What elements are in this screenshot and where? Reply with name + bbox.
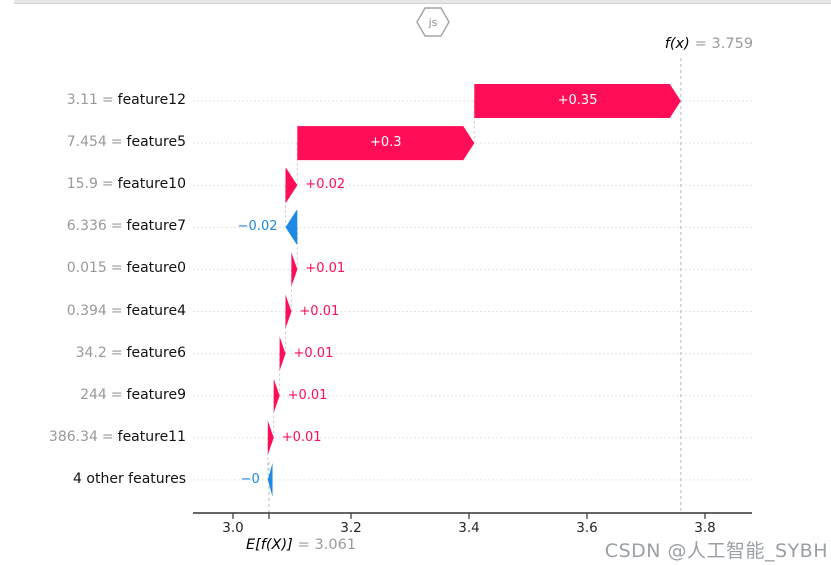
feature-name: feature9 (126, 386, 186, 403)
feature-row-label: 34.2 = feature6 (76, 343, 186, 363)
shap-bar (267, 420, 274, 455)
feature-name: feature12 (117, 92, 186, 108)
equals-sign: = (101, 92, 114, 108)
page-top-divider (14, 0, 831, 4)
contribution-label: +0.01 (299, 303, 340, 319)
contribution-label: +0.01 (305, 261, 346, 277)
feature-row-label: 7.454 = feature5 (67, 132, 186, 152)
equals-sign: = (110, 134, 123, 151)
x-tick-label: 3.0 (222, 520, 244, 536)
equals-sign: = (101, 176, 114, 193)
contribution-label: +0.02 (305, 177, 346, 193)
shap-bar (285, 294, 292, 329)
feature-value: 15.9 (66, 176, 98, 193)
feature-value: 3.11 (66, 92, 98, 108)
feature-row-label: 6.336 = feature7 (67, 216, 186, 236)
feature-name: feature4 (126, 302, 186, 319)
x-tick-label: 3.8 (694, 520, 716, 536)
contribution-label: +0.3 (370, 135, 402, 151)
feature-row-label: 0.015 = feature0 (67, 258, 186, 278)
feature-row-label: 386.34 = feature11 (49, 427, 186, 447)
shap-bar (267, 462, 273, 497)
feature-value: 6.336 (66, 218, 107, 235)
equals-sign: = (110, 260, 123, 277)
feature-row-label: 15.9 = feature10 (67, 174, 186, 194)
contribution-label: +0.35 (557, 93, 598, 108)
feature-name: feature7 (126, 218, 186, 235)
contribution-label: +0.01 (293, 345, 334, 361)
feature-row-label: 3.11 = feature12 (67, 90, 186, 110)
equals-sign: = (110, 218, 123, 235)
expected-value-annotation: E[f(X)] = 3.061 (246, 537, 356, 553)
shap-bar (474, 84, 681, 118)
feature-name: feature10 (117, 176, 186, 193)
feature-name: feature6 (126, 344, 186, 361)
feature-value: 0.394 (66, 302, 107, 319)
x-tick-label: 3.2 (340, 520, 362, 536)
fx-value: = 3.759 (694, 36, 754, 52)
feature-name: feature11 (117, 428, 186, 445)
contribution-label: −0.02 (237, 219, 278, 235)
shap-bar (279, 336, 286, 371)
equals-sign: = (110, 344, 123, 361)
contribution-label: +0.01 (281, 429, 322, 445)
feature-row-label: 0.394 = feature4 (67, 301, 186, 321)
ef-symbol: E[f(X)] (245, 537, 293, 553)
feature-name: 4 other features (73, 470, 186, 487)
feature-name: feature5 (126, 134, 186, 151)
feature-row-label: 244 = feature9 (80, 385, 186, 405)
shap-bar (285, 210, 298, 245)
shap-bar (273, 378, 280, 413)
feature-value: 0.015 (66, 260, 107, 277)
x-tick-label: 3.6 (576, 520, 598, 536)
js-badge-label: js (428, 16, 438, 29)
shap-bar (285, 168, 298, 203)
feature-name: feature0 (126, 260, 186, 277)
shap-js-logo-icon: js (416, 7, 450, 37)
x-tick-label: 3.4 (458, 520, 480, 536)
contribution-label: −0 (240, 471, 260, 487)
feature-value: 244 (80, 386, 107, 403)
equals-sign: = (110, 386, 123, 403)
feature-value: 386.34 (48, 428, 98, 445)
contribution-label: +0.01 (287, 387, 328, 403)
feature-value: 7.454 (66, 134, 107, 151)
shap-bar (297, 126, 475, 161)
fx-annotation: f(x) = 3.759 (665, 36, 753, 52)
equals-sign: = (110, 302, 123, 319)
feature-row-label: 4 other features (73, 469, 186, 489)
equals-sign: = (101, 428, 114, 445)
ef-value: = 3.061 (297, 537, 357, 553)
fx-symbol: f(x) (664, 36, 690, 52)
csdn-watermark: CSDN @人工智能_SYBH (604, 540, 828, 562)
shap-bar (291, 252, 298, 287)
feature-value: 34.2 (75, 344, 107, 361)
